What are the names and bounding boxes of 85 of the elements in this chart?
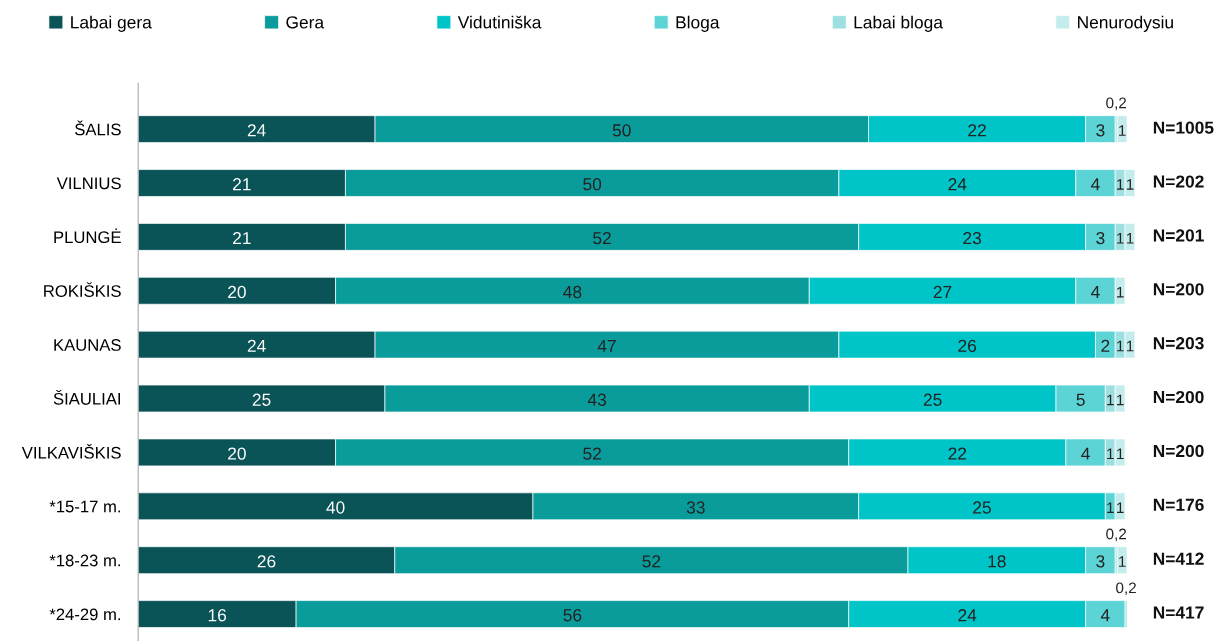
data-label: 33 bbox=[686, 501, 705, 514]
data-label: 50 bbox=[612, 124, 631, 137]
legend-label: Vidutiniška bbox=[457, 15, 542, 29]
data-label: 52 bbox=[642, 555, 661, 568]
text: N=200 bbox=[1153, 390, 1204, 404]
data-label: 1 bbox=[1126, 179, 1134, 190]
data-label: 23 bbox=[963, 231, 981, 245]
data-label: 24 bbox=[247, 124, 266, 137]
data-label: 4 bbox=[1081, 447, 1090, 460]
data-label: 0,2 bbox=[1106, 528, 1127, 542]
data-label: 1 bbox=[1107, 448, 1114, 460]
legend-label: Labai bloga bbox=[854, 15, 943, 32]
text: N=176 bbox=[1153, 498, 1204, 511]
y-tick-label: *15-17 m. bbox=[49, 500, 121, 513]
text: N=412 bbox=[1153, 552, 1204, 565]
legend-label: Nenurodysiu bbox=[1078, 15, 1173, 32]
data-label: 2 bbox=[1101, 339, 1110, 352]
data-label: 18 bbox=[988, 555, 1006, 568]
text: N=201 bbox=[1153, 229, 1204, 242]
text: N=200 bbox=[1153, 444, 1204, 458]
text: N=203 bbox=[1153, 337, 1204, 350]
data-label: 1 bbox=[1117, 233, 1124, 244]
data-label: 56 bbox=[563, 609, 582, 622]
data-label: 5 bbox=[1076, 393, 1085, 406]
data-label: 40 bbox=[326, 501, 345, 514]
data-label: 1 bbox=[1119, 125, 1126, 136]
data-label: 22 bbox=[968, 124, 986, 137]
legend-label: Labai gera bbox=[71, 15, 152, 32]
text: N=1005 bbox=[1153, 121, 1214, 134]
data-label: 1 bbox=[1117, 340, 1124, 352]
legend-label: Bloga bbox=[676, 15, 720, 32]
bar bbox=[1116, 546, 1128, 574]
y-tick-label: ŠIAULIAI bbox=[53, 390, 120, 405]
y-tick-label: ŠALIS bbox=[75, 120, 121, 136]
data-label: 1 bbox=[1107, 502, 1114, 513]
data-label: 0,2 bbox=[1116, 582, 1136, 596]
text: N=417 bbox=[1153, 606, 1204, 619]
bar bbox=[1116, 115, 1128, 143]
text: N=200 bbox=[1153, 283, 1204, 296]
y-tick-label: PLUNGĖ bbox=[54, 228, 121, 244]
data-label: 3 bbox=[1096, 124, 1105, 137]
text: N=202 bbox=[1153, 175, 1204, 188]
data-label: 1 bbox=[1107, 394, 1114, 406]
data-label: 52 bbox=[583, 447, 601, 460]
data-label: 22 bbox=[948, 447, 967, 460]
data-label: 1 bbox=[1117, 286, 1124, 298]
data-label: 26 bbox=[958, 339, 977, 353]
data-label: 52 bbox=[593, 231, 611, 245]
data-label: 3 bbox=[1096, 555, 1105, 568]
data-label: 16 bbox=[208, 609, 227, 622]
data-label: 25 bbox=[973, 501, 991, 514]
y-tick-label: KAUNAS bbox=[54, 339, 121, 351]
y-tick-label: ROKIŠKIS bbox=[44, 282, 121, 297]
data-label: 20 bbox=[228, 285, 246, 299]
data-label: 1 bbox=[1117, 448, 1124, 460]
data-label: 24 bbox=[247, 339, 266, 352]
data-label: 25 bbox=[923, 393, 942, 406]
y-tick-label: VILKAVIŠKIS bbox=[21, 443, 121, 459]
data-label: 0,2 bbox=[1106, 97, 1127, 111]
data-label: 4 bbox=[1091, 178, 1100, 191]
data-label: 26 bbox=[257, 555, 276, 568]
data-label: 1 bbox=[1117, 179, 1124, 190]
data-label: 25 bbox=[252, 393, 271, 406]
data-label: 47 bbox=[597, 339, 616, 352]
data-label: 27 bbox=[933, 285, 952, 298]
y-tick-label: *18-23 m. bbox=[49, 554, 121, 567]
data-label: 20 bbox=[228, 447, 246, 460]
data-label: 1 bbox=[1126, 340, 1134, 352]
data-label: 21 bbox=[233, 178, 251, 191]
y-tick-label: *24-29 m. bbox=[49, 608, 121, 621]
data-label: 3 bbox=[1096, 231, 1105, 245]
data-label: 21 bbox=[233, 231, 251, 245]
y-tick-label: VILNIUS bbox=[56, 177, 121, 190]
legend-label: Gera bbox=[286, 16, 325, 29]
data-label: 1 bbox=[1117, 502, 1124, 513]
data-label: 1 bbox=[1126, 233, 1134, 244]
data-label: 50 bbox=[583, 178, 602, 191]
data-label: 4 bbox=[1100, 609, 1110, 622]
data-label: 43 bbox=[587, 393, 606, 406]
data-label: 4 bbox=[1091, 286, 1100, 298]
data-label: 48 bbox=[563, 285, 582, 299]
data-label: 1 bbox=[1119, 556, 1126, 567]
data-label: 24 bbox=[948, 178, 967, 191]
data-label: 24 bbox=[958, 609, 977, 622]
data-label: 1 bbox=[1117, 394, 1124, 406]
